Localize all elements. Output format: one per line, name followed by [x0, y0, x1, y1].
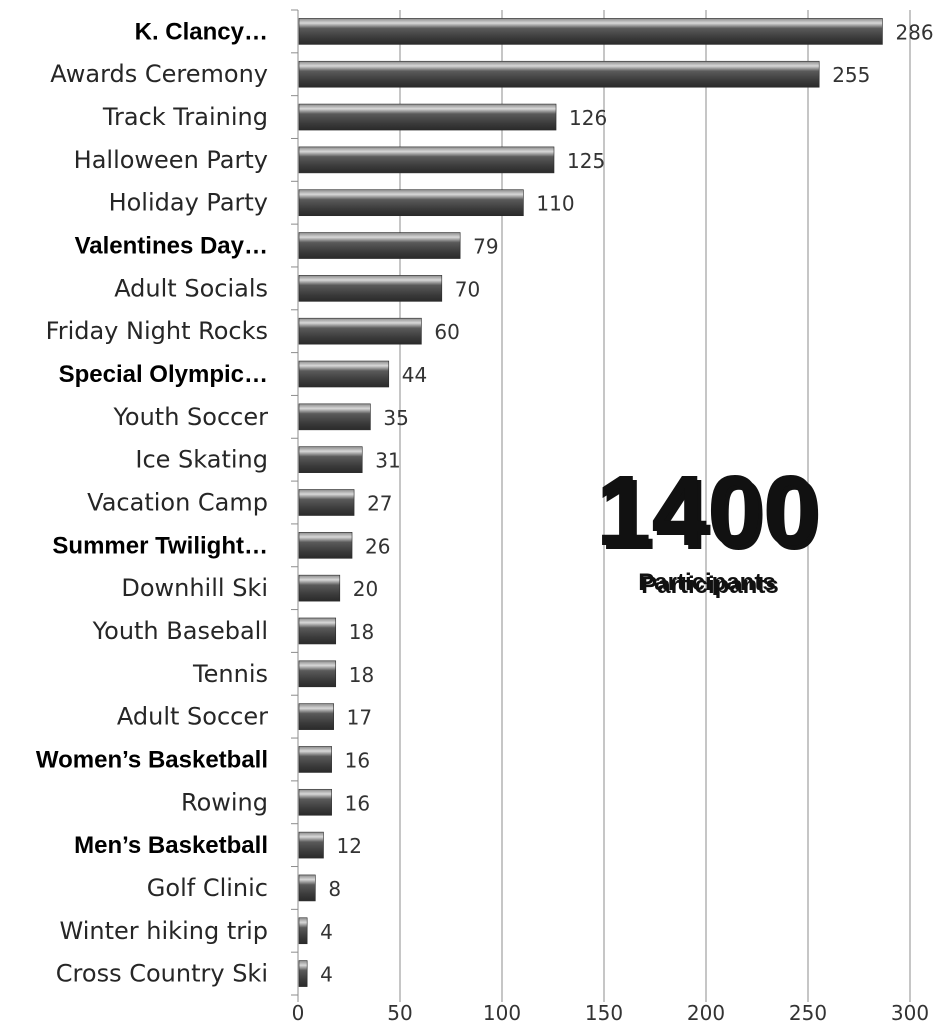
- bar: [298, 489, 355, 516]
- bar: [298, 574, 341, 602]
- bar: [298, 317, 422, 345]
- category-label: Halloween Party: [74, 146, 268, 174]
- value-label: 79: [473, 235, 498, 259]
- y-axis: [291, 9, 299, 996]
- category-label: Summer Twilight…: [52, 532, 268, 559]
- value-labels: 2862551261251107970604435312726201818171…: [320, 20, 933, 986]
- gridlines: [399, 10, 911, 995]
- category-label: Winter hiking trip: [60, 917, 268, 945]
- category-label: Youth Baseball: [92, 617, 268, 645]
- bar: [298, 360, 390, 388]
- value-label: 4: [320, 920, 333, 944]
- category-label: Track Training: [102, 103, 268, 131]
- x-tick-label: 150: [585, 1001, 623, 1025]
- value-label: 26: [365, 534, 390, 558]
- category-label: Holiday Party: [109, 189, 268, 217]
- bar: [298, 446, 363, 473]
- category-label: Men’s Basketball: [74, 832, 268, 859]
- bar: [298, 146, 555, 174]
- category-label: K. Clancy…: [135, 18, 268, 45]
- category-label: Golf Clinic: [147, 874, 268, 902]
- bar: [298, 232, 461, 259]
- value-label: 18: [349, 663, 374, 687]
- category-label: Tennis: [192, 660, 268, 688]
- bar: [298, 874, 316, 902]
- x-tick-label: 200: [687, 1001, 725, 1025]
- category-label: Women’s Basketball: [36, 746, 268, 773]
- total-caption: Participants: [638, 569, 775, 596]
- bar: [298, 189, 524, 217]
- value-label: 17: [347, 706, 372, 730]
- total-annotation: 1400 1400 Participants Participants: [596, 455, 822, 599]
- bar: [298, 275, 443, 302]
- category-label: Vacation Camp: [87, 489, 268, 517]
- value-label: 31: [375, 449, 400, 473]
- bar: [298, 917, 308, 945]
- bar: [298, 60, 820, 88]
- value-label: 12: [336, 834, 361, 858]
- value-label: 18: [349, 620, 374, 644]
- total-caption-shadow: Participants: [641, 572, 778, 599]
- x-tick-label: 300: [891, 1001, 929, 1025]
- bar: [298, 703, 334, 730]
- x-tick-label: 50: [387, 1001, 412, 1025]
- category-label: Special Olympic…: [59, 361, 268, 388]
- bar: [298, 831, 324, 859]
- bar: [298, 960, 308, 987]
- category-label: Friday Night Rocks: [46, 317, 268, 345]
- category-label: Cross Country Ski: [56, 960, 268, 988]
- value-label: 60: [434, 320, 459, 344]
- category-labels: K. Clancy… Awards Ceremony Track Training H…: [36, 18, 268, 987]
- value-label: 70: [455, 277, 480, 301]
- value-label: 126: [569, 106, 607, 130]
- category-label: Ice Skating: [135, 446, 268, 474]
- category-label: Adult Soccer: [117, 703, 268, 731]
- value-label: 125: [567, 149, 605, 173]
- value-label: 16: [345, 791, 370, 815]
- bars: [298, 18, 883, 987]
- category-label: Adult Socials: [114, 274, 268, 302]
- bar: [298, 532, 353, 559]
- value-label: 4: [320, 963, 333, 987]
- value-label: 110: [536, 192, 574, 216]
- x-axis-tick-labels: 0 50 100 150 200 250 300: [292, 995, 929, 1025]
- total-number: 1400: [596, 455, 818, 567]
- value-label: 20: [353, 577, 378, 601]
- x-tick-label: 100: [483, 1001, 521, 1025]
- bar: [298, 403, 371, 431]
- bar: [298, 617, 337, 645]
- value-label: 44: [402, 363, 427, 387]
- value-label: 16: [345, 748, 370, 772]
- value-label: 35: [383, 406, 408, 430]
- bar: [298, 18, 883, 45]
- value-label: 286: [895, 20, 933, 44]
- value-label: 255: [832, 63, 870, 87]
- value-label: 8: [328, 877, 341, 901]
- x-tick-label: 0: [292, 1001, 305, 1025]
- category-label: Youth Soccer: [112, 403, 268, 431]
- category-label: Awards Ceremony: [50, 60, 268, 88]
- bar: [298, 788, 332, 816]
- category-label: Valentines Day…: [75, 233, 268, 260]
- bar: [298, 103, 557, 131]
- category-label: Rowing: [181, 788, 268, 816]
- x-tick-label: 250: [789, 1001, 827, 1025]
- bar: [298, 746, 332, 773]
- category-label: Downhill Ski: [121, 574, 268, 602]
- value-label: 27: [367, 492, 392, 516]
- bar: [298, 660, 337, 688]
- total-number-shadow: 1400: [600, 459, 822, 571]
